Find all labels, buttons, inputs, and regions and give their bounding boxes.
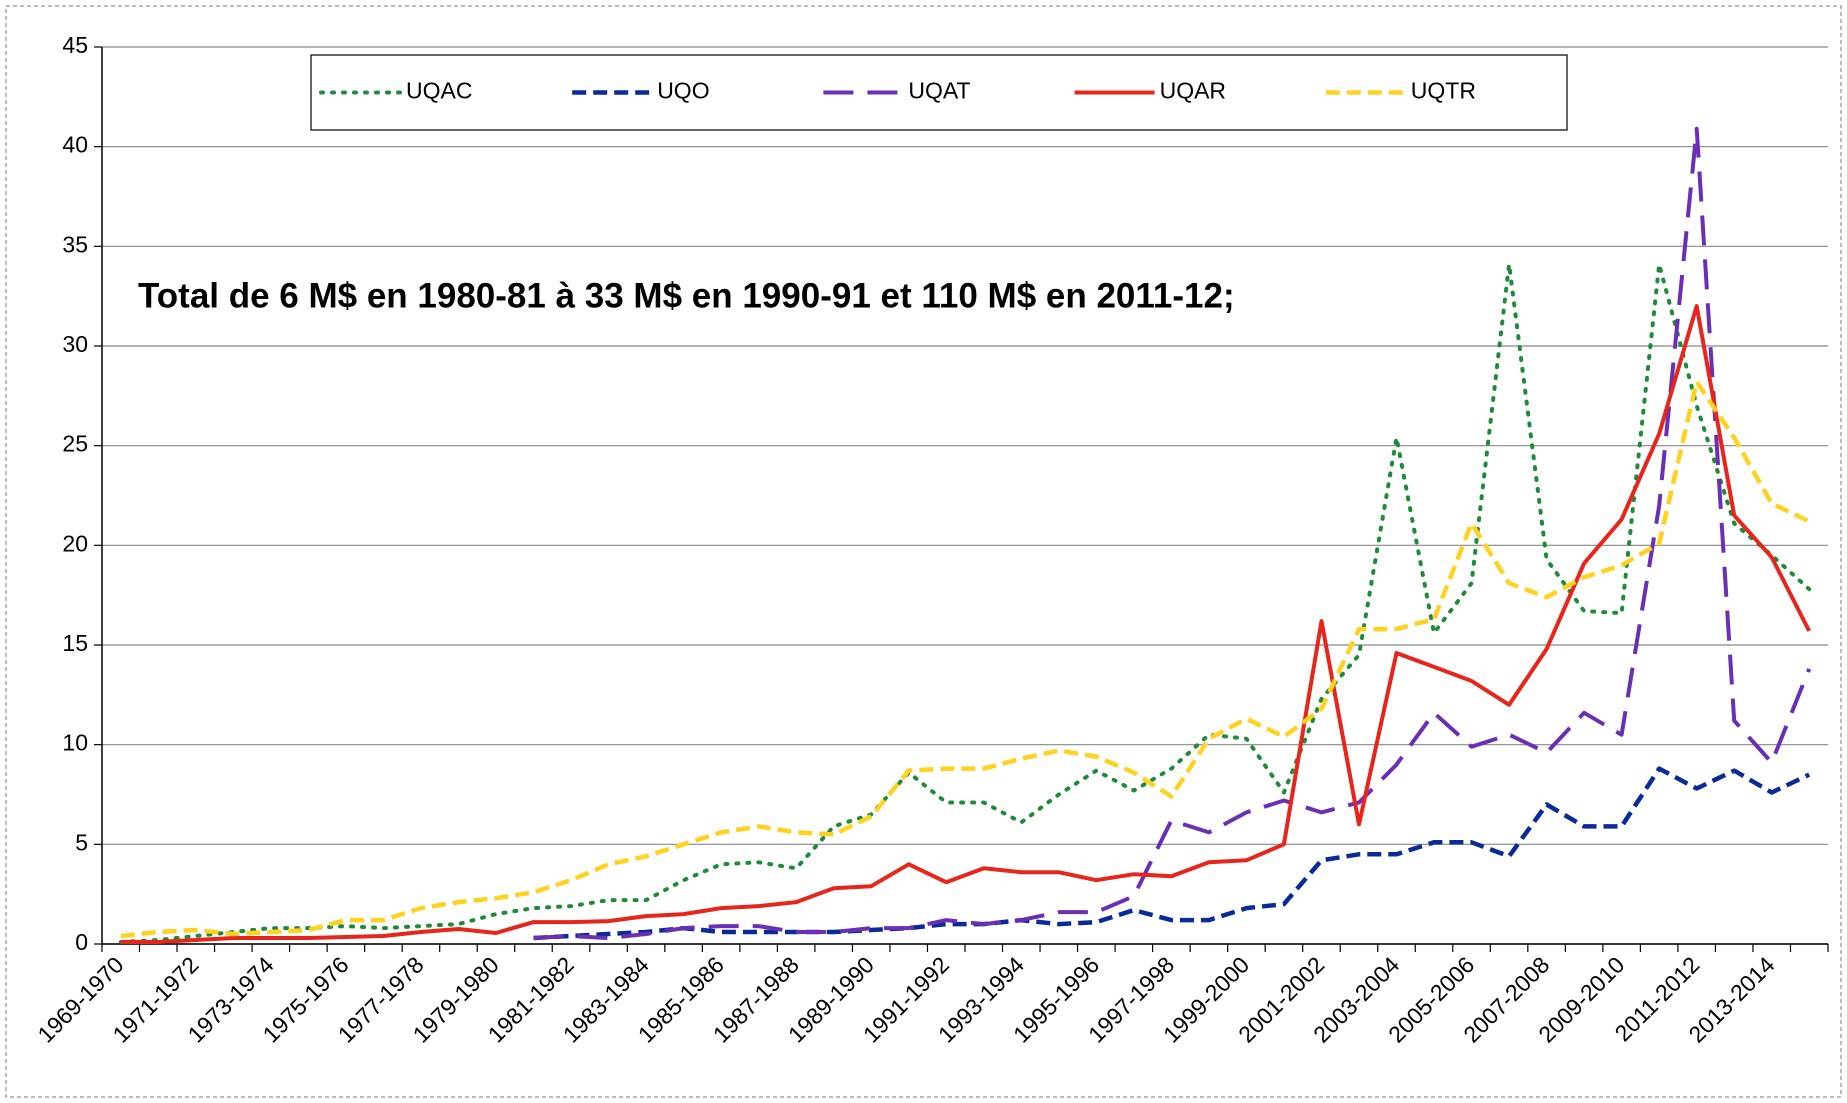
series-line	[533, 766, 1811, 941]
y-tick-label: 20	[62, 530, 88, 556]
legend-label: UQAC	[406, 78, 472, 104]
y-tick-label: 10	[62, 730, 88, 756]
y-tick-label: 0	[75, 929, 88, 955]
series-line	[120, 379, 1811, 939]
annotation: Total de 6 M$ en 1980-81 à 33 M$ en 1990…	[138, 276, 1235, 315]
y-tick-label: 45	[62, 32, 88, 58]
y-tick-label: 35	[62, 231, 88, 257]
legend-label: UQO	[657, 78, 709, 104]
y-tick-label: 30	[62, 331, 88, 357]
y-tick-label: 40	[62, 132, 88, 158]
legend-label: UQAR	[1160, 78, 1226, 104]
y-tick-label: 5	[75, 829, 88, 855]
series-line	[533, 126, 1812, 940]
legend-label: UQTR	[1411, 78, 1476, 104]
series-line	[120, 304, 1811, 944]
series-line	[118, 262, 1812, 944]
frame	[5, 5, 1842, 1098]
y-tick-label: 15	[62, 630, 88, 656]
legend-label: UQAT	[908, 78, 970, 104]
y-tick-label: 25	[62, 431, 88, 457]
